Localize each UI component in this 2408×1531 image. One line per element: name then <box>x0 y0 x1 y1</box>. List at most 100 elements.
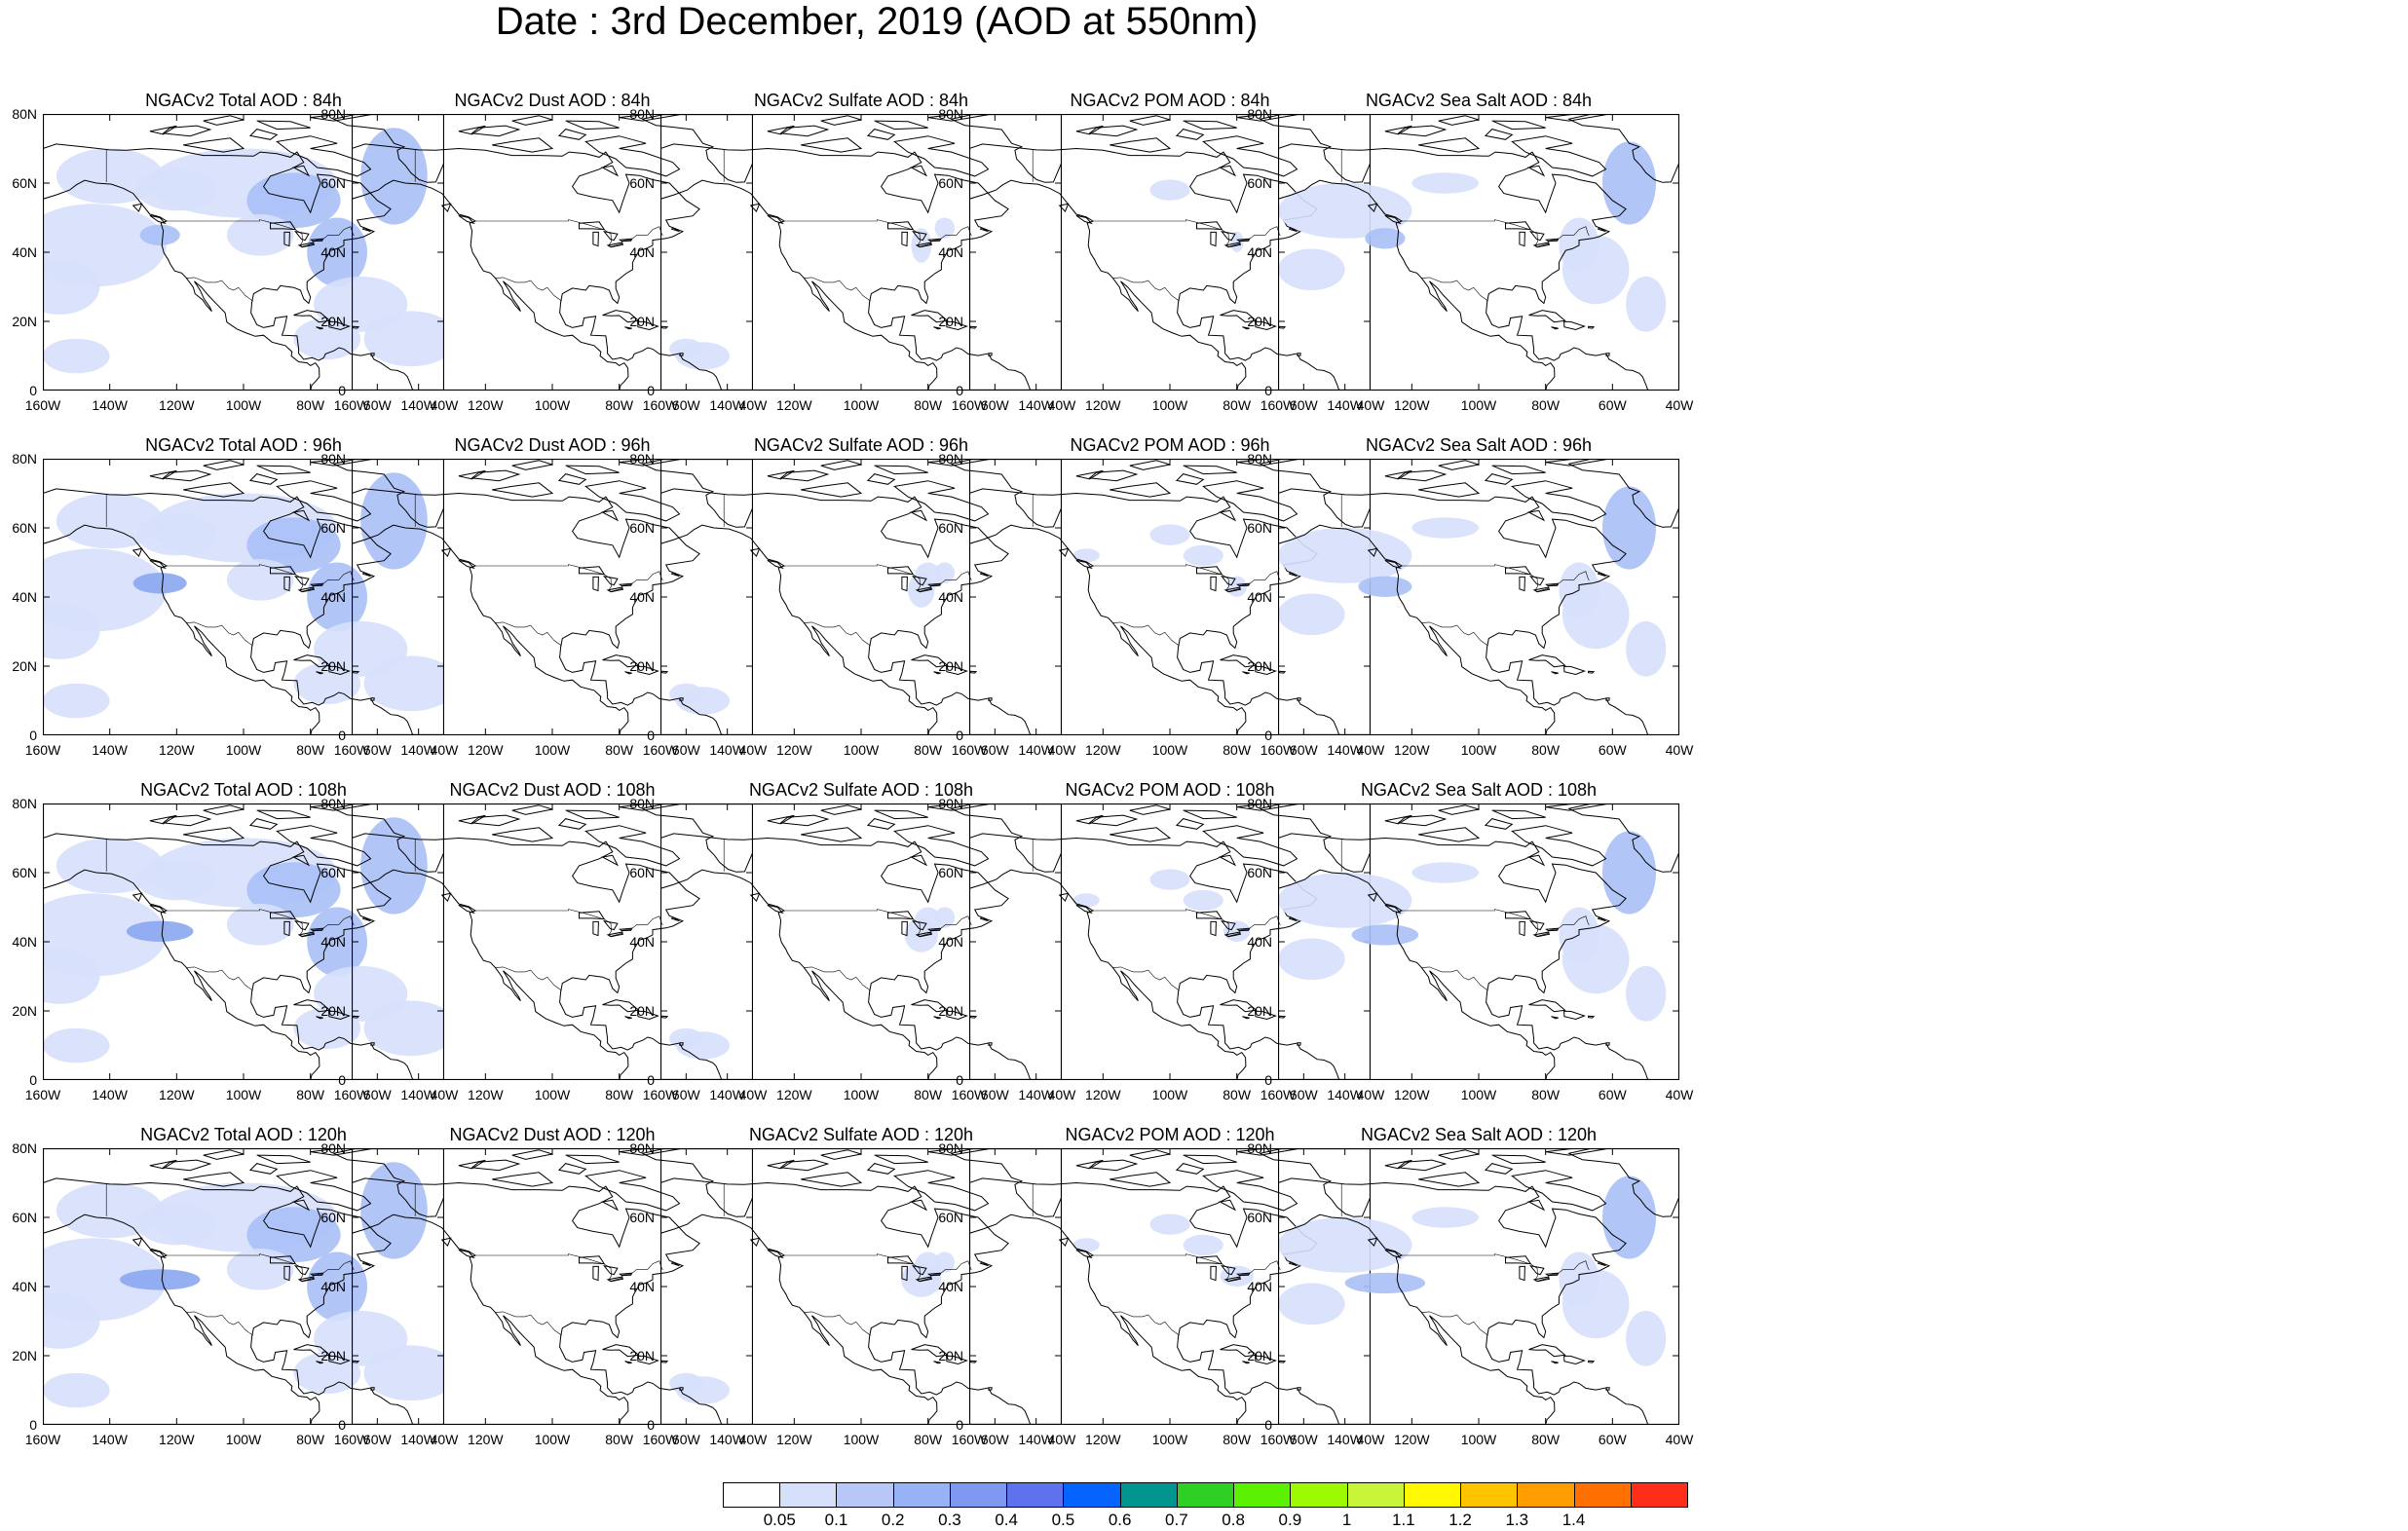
lat-tick-label: 20N <box>320 1003 346 1019</box>
us-mexico-border <box>1421 277 1488 302</box>
lon-tick-label: 160W <box>24 742 61 758</box>
map-frame <box>660 1148 1062 1425</box>
island-coastline <box>132 203 143 213</box>
lat-tick-label: 0 <box>29 383 37 398</box>
island-coastline <box>1075 559 1093 570</box>
island-coastline <box>440 1237 452 1248</box>
lon-tick-label: 160W <box>333 397 370 413</box>
aod-shade-region <box>314 965 408 1022</box>
island-coastline <box>1129 460 1171 470</box>
island-coastline <box>1129 804 1171 815</box>
island-coastline <box>248 1163 279 1175</box>
island-coastline <box>293 654 331 668</box>
us-canada-border <box>475 219 663 247</box>
us-canada-border <box>784 909 972 937</box>
map-panel-seasalt-row4: NGACv2 Sea Salt AOD : 120h 80N 60N 40N 20N 0 1… <box>1235 1124 1722 1455</box>
map-canvas <box>1278 114 1679 391</box>
lon-tick-label: 140W <box>92 1087 128 1102</box>
island-coastline <box>893 825 990 867</box>
lon-tick-label: 140W <box>400 742 436 758</box>
colorbar-swatch <box>836 1482 894 1508</box>
island-coastline <box>909 509 928 522</box>
colorbar-label: 0.8 <box>1222 1511 1245 1529</box>
lon-tick-label: 140W <box>400 1432 436 1447</box>
aod-shade-region <box>139 224 180 245</box>
map-frame <box>969 459 1371 735</box>
lake-outline <box>901 1265 908 1282</box>
north-america-coastline <box>969 488 1342 735</box>
island-coastline <box>511 460 553 470</box>
coastlines <box>352 803 753 1080</box>
island-coastline <box>1288 1261 1298 1267</box>
island-coastline <box>820 804 862 815</box>
us-canada-border <box>167 909 355 937</box>
island-coastline <box>1438 804 1480 815</box>
lake-outline <box>1210 576 1217 592</box>
lat-tick-label: 60N <box>938 175 963 191</box>
lat-tick-label: 80N <box>938 1140 963 1156</box>
lake-outline <box>606 931 624 938</box>
island-coastline <box>988 1042 993 1046</box>
us-canada-border <box>1402 1253 1590 1282</box>
aod-shade-region <box>1602 831 1656 915</box>
map-panel-seasalt-row2: NGACv2 Sea Salt AOD : 96h 80N 60N 40N 20N 0 16… <box>1235 434 1722 766</box>
lon-tick-label: 140W <box>709 1087 745 1102</box>
lake-outline <box>293 230 310 242</box>
lon-tick-label: 120W <box>159 1432 195 1447</box>
lon-tick-label: 120W <box>776 1087 812 1102</box>
island-coastline <box>767 814 795 825</box>
aod-field <box>1072 1214 1254 1287</box>
island-coastline <box>970 325 978 329</box>
colorbar-label: 0.1 <box>824 1511 848 1529</box>
lake-outline <box>1532 242 1551 248</box>
lake-outline <box>1519 1265 1525 1282</box>
island-coastline <box>1088 125 1139 137</box>
lon-tick-label: 60W <box>671 1087 700 1102</box>
lake-outline <box>270 911 297 920</box>
us-canada-border <box>167 219 355 247</box>
island-coastline <box>661 670 669 674</box>
island-coastline <box>1384 1159 1412 1170</box>
island-coastline <box>293 999 331 1013</box>
lat-tick-label: 20N <box>1247 658 1272 674</box>
island-coastline <box>276 1170 372 1212</box>
lake-outline <box>887 221 915 231</box>
island-coastline <box>624 671 632 675</box>
lat-tick-label: 0 <box>647 383 655 398</box>
us-mexico-border <box>186 966 253 991</box>
island-coastline <box>946 1355 968 1365</box>
aod-shade-region <box>120 1269 201 1290</box>
lon-tick-label: 80W <box>605 1087 634 1102</box>
lon-tick-label: 40W <box>430 397 459 413</box>
island-coastline <box>1526 1199 1546 1212</box>
aod-shade-region <box>1183 1234 1223 1256</box>
island-coastline <box>1075 125 1104 135</box>
island-coastline <box>946 1010 968 1021</box>
lat-tick-label: 80N <box>938 106 963 122</box>
lon-tick-label: 40W <box>1665 397 1694 413</box>
lon-tick-label: 40W <box>1047 1432 1076 1447</box>
island-coastline <box>670 572 680 578</box>
lake-outline <box>1210 231 1217 247</box>
lat-tick-label: 20N <box>1247 1003 1272 1019</box>
island-coastline <box>1526 165 1546 177</box>
lon-tick-label: 100W <box>534 1087 571 1102</box>
colorbar-swatch <box>723 1482 781 1508</box>
lon-tick-label: 100W <box>225 1432 262 1447</box>
island-coastline <box>492 1172 554 1187</box>
island-coastline <box>1288 227 1298 233</box>
lake-outline <box>1528 1264 1545 1276</box>
us-canada-border <box>1402 909 1590 937</box>
map-panel-dust-row4: NGACv2 Dust AOD : 120h 80N 60N 40N 20N 0 160W 1… <box>309 1124 796 1455</box>
coastlines <box>43 803 444 1080</box>
us-canada-border <box>1093 564 1281 592</box>
aod-shade-region <box>1278 183 1412 239</box>
island-coastline <box>637 665 659 676</box>
island-coastline <box>866 1163 896 1175</box>
island-coastline <box>749 1237 761 1248</box>
lon-tick-label: 60W <box>362 1432 392 1447</box>
lon-tick-label: 160W <box>1260 742 1297 758</box>
lat-tick-label: 40N <box>629 589 655 605</box>
axis-ticks <box>352 459 753 735</box>
aod-shade-region <box>1411 1207 1479 1228</box>
